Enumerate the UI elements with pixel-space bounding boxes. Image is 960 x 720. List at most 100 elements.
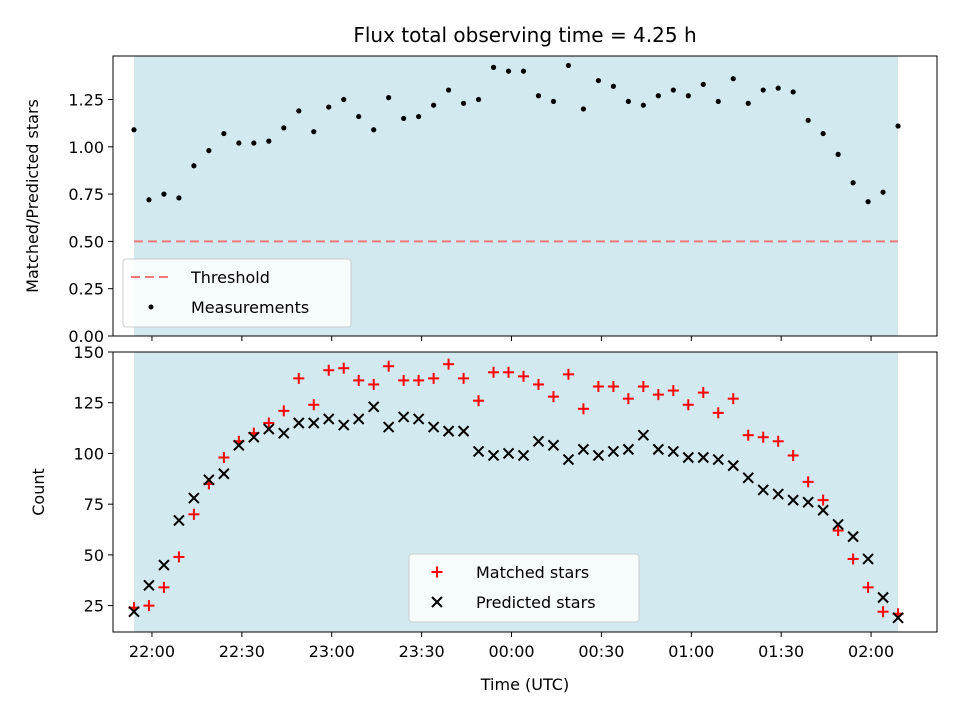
measurement-point [745,100,751,106]
predicted-star-point [742,472,754,484]
predicted-star-point [802,496,814,508]
matched-star-point [158,581,170,593]
legend-plus-marker [431,566,443,578]
ratio-legend: Threshold Measurements [122,258,352,328]
x-tick-label: 01:30 [758,642,804,661]
predicted-star-point [427,421,440,433]
predicted-star-point [517,449,530,462]
chart-title: Flux total observing time = 4.25 h [353,23,696,47]
matched-star-point [682,399,694,411]
measurement-point [490,64,497,70]
predicted-star-point [652,443,665,456]
matched-star-point [772,435,784,447]
predicted-star-point [817,504,829,516]
measurement-point [700,81,706,87]
matched-star-point [428,372,440,384]
measurement-point [416,113,422,120]
measurement-point [730,76,736,82]
matched-star-point [697,387,709,399]
measurement-point [835,151,841,157]
count-y-ticks: 25 50 75 100 125 150 [73,343,113,616]
measurement-point [326,104,332,110]
count-x-ticks: 22:00 22:30 23:00 23:30 00:00 00:30 01:00 01:30… [129,632,894,661]
measurement-point [401,115,407,122]
matched-star-point [667,385,679,397]
predicted-star-point [248,431,260,443]
measurement-point [820,130,826,137]
measurement-point [775,85,781,91]
legend-measurements-label: Measurements [191,298,309,317]
measurement-points [131,62,901,205]
matched-star-point [398,374,410,386]
predicted-star-point [352,413,365,425]
matched-star-point [847,553,859,565]
x-axis-label: Time (UTC) [480,675,569,694]
measurement-point [356,113,362,120]
count-y-axis-label: Count [29,468,48,516]
matched-star-point [383,360,395,372]
measurement-point [146,197,152,203]
matched-star-point [443,358,455,370]
predicted-star-point [278,427,290,439]
matched-star-point [293,372,305,384]
x-tick-label: 00:30 [578,642,624,661]
measurement-point [640,102,646,108]
measurement-point [670,87,676,93]
legend-matched-label: Matched stars [476,563,589,582]
predicted-star-point [832,518,844,531]
measurement-point [880,189,886,195]
measurement-point [281,125,287,131]
measurement-point [850,180,856,186]
predicted-star-point [847,530,859,543]
predicted-star-point [128,606,140,618]
predicted-star-point [622,443,635,456]
predicted-star-point [502,447,515,460]
measurement-point [535,93,542,99]
count-axes-frame [112,351,938,633]
measurement-point [715,98,721,105]
predicted-star-point [532,435,545,447]
y-tick-label: 150 [73,343,104,362]
matched-star-point [742,429,754,441]
x-tick-label: 00:00 [488,642,534,661]
matched-star-point [652,389,664,401]
predicted-star-point [158,559,170,571]
ratio-x-ticks [151,336,872,341]
measurement-point [176,195,182,201]
count-panel: 25 50 75 100 125 150 22:00 22:30 23:00 23:30 00:0… [29,343,938,694]
predicted-star-point [562,453,575,466]
matched-star-point [592,380,604,392]
matched-star-point [562,368,574,380]
predicted-star-point [293,417,305,429]
matched-star-point [547,391,559,403]
predicted-star-point [862,553,874,565]
y-tick-label: 0.75 [68,185,104,204]
measurement-point [610,83,616,89]
predicted-star-point [637,429,650,441]
matched-star-point [263,417,275,429]
y-tick-label: 125 [73,394,104,413]
matched-stars-points [128,358,904,620]
predicted-star-point [667,445,680,458]
measurement-point [341,96,347,103]
predicted-star-point [233,439,245,452]
measurement-point [805,117,811,123]
x-tick-label: 23:30 [399,642,445,661]
predicted-star-point [188,492,200,504]
matched-star-point [637,380,649,392]
predicted-star-point [203,474,215,486]
measurement-point [475,96,482,103]
measurement-point [580,106,587,112]
matched-star-point [143,600,155,612]
x-tick-label: 22:30 [219,642,265,661]
predicted-star-point [143,579,155,592]
matched-star-point [323,364,335,376]
legend-matched-swatch [431,566,443,578]
measurement-point [431,102,437,108]
y-tick-label: 0.50 [68,232,104,251]
predicted-star-point [592,449,605,462]
matched-star-point [607,380,619,392]
matched-star-point [622,393,634,405]
x-tick-label: 22:00 [129,642,175,661]
measurement-point [221,130,227,137]
